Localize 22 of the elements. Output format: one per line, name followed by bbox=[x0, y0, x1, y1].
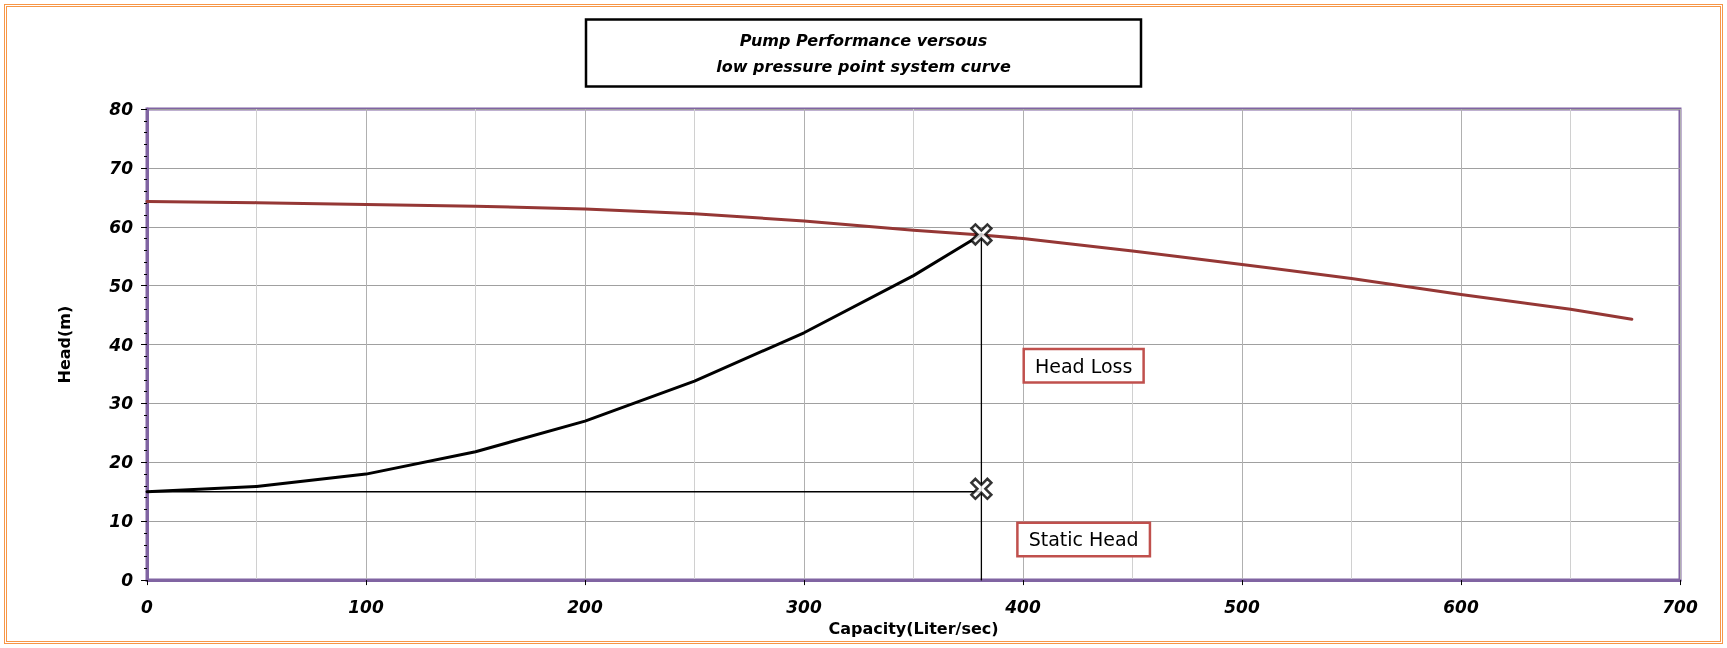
annotation: Head Loss bbox=[1034, 354, 1133, 377]
y-tick-label: 80 bbox=[109, 99, 134, 119]
x-tick-label: 100 bbox=[348, 596, 384, 617]
x-tick-label: 200 bbox=[567, 596, 603, 617]
y-tick-label: 30 bbox=[109, 393, 134, 414]
x-tick-label: 600 bbox=[1443, 596, 1479, 617]
y-tick-label: 0 bbox=[121, 570, 134, 591]
x-axis-title: Capacity(Liter/sec) bbox=[828, 618, 999, 638]
x-tick-label: 0 bbox=[141, 596, 154, 617]
y-axis-title: Head(m) bbox=[54, 305, 74, 384]
annotation: Static Head bbox=[1028, 528, 1139, 551]
y-tick-label: 70 bbox=[109, 157, 134, 178]
x-tick-label: 700 bbox=[1662, 596, 1698, 617]
y-tick-label: 10 bbox=[109, 511, 134, 532]
y-tick-label: 60 bbox=[109, 216, 134, 237]
y-tick-label: 40 bbox=[108, 334, 134, 355]
y-tick-label: 20 bbox=[109, 452, 134, 473]
x-tick-label: 300 bbox=[786, 596, 822, 617]
y-tick-label: 50 bbox=[109, 275, 134, 296]
x-tick-label: 500 bbox=[1224, 596, 1260, 617]
chart-title: Pump Performance versous low pressure point system curve bbox=[716, 30, 1011, 76]
x-tick-label: 400 bbox=[1004, 596, 1041, 617]
